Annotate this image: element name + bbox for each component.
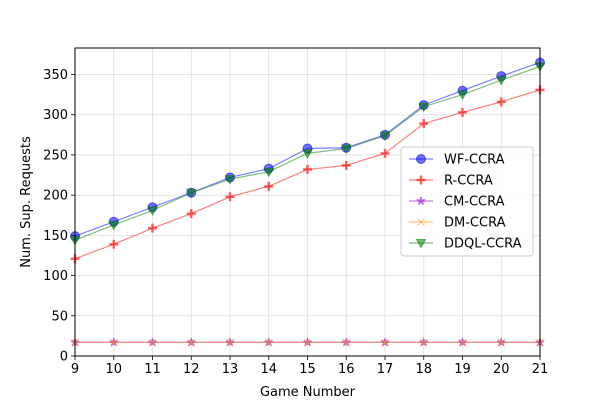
legend-marker	[416, 175, 426, 185]
data-point-ddql-ccra	[302, 149, 313, 159]
legend-item-wf-ccra: WF-CCRA	[409, 153, 505, 168]
legend-label: WF-CCRA	[444, 153, 505, 168]
data-point-r-ccra	[380, 148, 390, 158]
y-tick-label: 300	[43, 108, 68, 123]
data-point-dm-ccra	[497, 338, 506, 347]
legend-item-cm-ccra: CM-CCRA	[409, 195, 505, 210]
x-tick-label: 20	[493, 362, 510, 377]
x-tick-label: 11	[144, 362, 161, 377]
data-point-ddql-ccra	[340, 144, 352, 155]
data-point-r-ccra	[341, 160, 351, 170]
data-point-ddql-ccra	[418, 102, 430, 113]
series-dm-ccra	[71, 338, 544, 347]
x-tick-label: 15	[299, 362, 316, 377]
data-point-r-ccra	[148, 223, 157, 233]
data-point-ddql-ccra	[379, 131, 391, 142]
data-point-dm-ccra	[264, 338, 273, 347]
series-group	[69, 57, 546, 347]
y-tick-label: 150	[43, 229, 68, 244]
data-point-r-ccra	[264, 181, 274, 191]
data-point-r-ccra	[109, 239, 119, 249]
legend-marker	[416, 154, 426, 164]
data-point-r-ccra	[458, 107, 467, 117]
x-tick-label: 17	[377, 362, 394, 377]
legend-marker	[415, 239, 427, 249]
y-tick-label: 250	[43, 148, 68, 163]
legend-marker	[417, 218, 425, 226]
data-point-r-ccra	[496, 97, 506, 107]
data-point-dm-ccra	[458, 338, 467, 347]
data-point-dm-ccra	[381, 338, 389, 347]
series-r-ccra	[70, 85, 545, 264]
x-tick-label: 14	[260, 362, 277, 377]
x-axis-label: Game Number	[260, 385, 356, 400]
data-point-r-ccra	[225, 192, 235, 202]
legend-item-dm-ccra: DM-CCRA	[409, 216, 506, 231]
legend-label: CM-CCRA	[444, 195, 505, 210]
data-point-ddql-ccra	[495, 76, 507, 86]
legend-label: DM-CCRA	[444, 216, 506, 231]
axis-ticks: 9 10 11 12 13 14 15 16 17 18 19 20 21 0 50 100 150 200 250…	[43, 68, 548, 377]
data-point-dm-ccra	[109, 338, 118, 347]
data-point-ddql-ccra	[457, 90, 468, 101]
data-point-r-ccra	[186, 209, 196, 219]
data-point-dm-ccra	[226, 338, 234, 347]
legend-label: R-CCRA	[444, 174, 493, 189]
y-tick-label: 0	[60, 350, 68, 365]
data-point-ddql-ccra	[185, 188, 197, 199]
x-tick-label: 12	[183, 362, 200, 377]
data-point-ddql-ccra	[224, 175, 236, 185]
data-point-ddql-ccra	[108, 220, 120, 231]
legend: WF-CCRA R-CCRA CM-CCRA DM-CCRA DDQL-CCRA	[400, 146, 534, 257]
data-point-dm-ccra	[148, 338, 157, 347]
x-tick-label: 18	[415, 362, 432, 377]
legend-marker	[415, 195, 427, 206]
x-tick-label: 13	[222, 362, 239, 377]
data-point-ddql-ccra	[147, 206, 158, 216]
data-point-ddql-ccra	[263, 167, 275, 178]
y-tick-label: 50	[51, 309, 68, 324]
legend-label: DDQL-CCRA	[444, 237, 522, 252]
x-tick-label: 10	[105, 362, 122, 377]
data-point-dm-ccra	[419, 338, 428, 347]
x-tick-label: 21	[532, 362, 549, 377]
x-tick-label: 9	[71, 362, 79, 377]
data-point-dm-ccra	[303, 338, 312, 347]
data-point-r-ccra	[303, 164, 312, 174]
x-tick-label: 19	[454, 362, 471, 377]
y-tick-label: 100	[43, 269, 68, 284]
data-point-dm-ccra	[187, 338, 196, 347]
legend-box	[400, 146, 534, 257]
data-point-dm-ccra	[342, 338, 351, 347]
y-axis-label: Num. Sup. Requests	[19, 136, 34, 268]
legend-item-r-ccra: R-CCRA	[409, 174, 493, 189]
x-tick-label: 16	[338, 362, 355, 377]
data-point-r-ccra	[419, 119, 429, 129]
y-tick-label: 200	[43, 189, 68, 204]
legend-item-ddql-ccra: DDQL-CCRA	[409, 237, 522, 252]
y-tick-label: 350	[43, 68, 68, 83]
